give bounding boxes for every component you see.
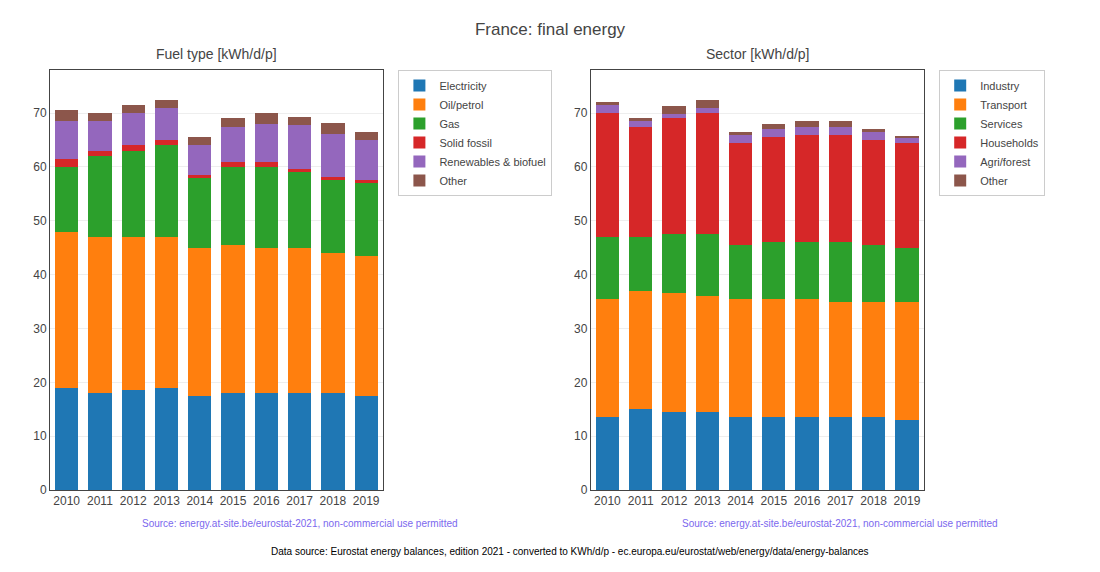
svg-text:60: 60	[33, 160, 47, 174]
svg-text:2014: 2014	[186, 494, 213, 508]
svg-text:10: 10	[574, 429, 588, 443]
svg-text:2010: 2010	[594, 494, 621, 508]
svg-text:2018: 2018	[860, 494, 887, 508]
svg-text:Data source: Eurostat energy b: Data source: Eurostat energy balances, e…	[271, 546, 869, 557]
svg-text:70: 70	[33, 106, 47, 120]
svg-text:Other: Other	[439, 175, 467, 187]
svg-text:France: final energy: France: final energy	[475, 20, 626, 39]
svg-text:Source: energy.at-site.be/euro: Source: energy.at-site.be/eurostat-2021,…	[142, 518, 458, 529]
svg-text:Other: Other	[980, 175, 1008, 187]
svg-text:10: 10	[33, 429, 47, 443]
svg-text:Agri/forest: Agri/forest	[980, 156, 1030, 168]
svg-text:2019: 2019	[353, 494, 380, 508]
svg-text:Transport: Transport	[980, 99, 1027, 111]
svg-text:2017: 2017	[827, 494, 854, 508]
svg-text:20: 20	[574, 376, 588, 390]
svg-text:2015: 2015	[760, 494, 787, 508]
svg-text:2018: 2018	[320, 494, 347, 508]
svg-text:Sector [kWh/d/p]: Sector [kWh/d/p]	[706, 46, 809, 62]
svg-text:2016: 2016	[794, 494, 821, 508]
svg-text:Source: energy.at-site.be/euro: Source: energy.at-site.be/eurostat-2021,…	[682, 518, 998, 529]
svg-text:0: 0	[581, 483, 588, 497]
svg-text:2015: 2015	[220, 494, 247, 508]
svg-text:Solid fossil: Solid fossil	[439, 137, 492, 149]
svg-text:70: 70	[574, 106, 588, 120]
svg-text:2010: 2010	[53, 494, 80, 508]
svg-text:2017: 2017	[286, 494, 313, 508]
svg-text:30: 30	[33, 322, 47, 336]
svg-text:2013: 2013	[153, 494, 180, 508]
svg-text:20: 20	[33, 376, 47, 390]
svg-text:2012: 2012	[661, 494, 688, 508]
svg-text:2011: 2011	[628, 494, 654, 508]
svg-text:2013: 2013	[694, 494, 721, 508]
svg-text:2011: 2011	[87, 494, 113, 508]
svg-text:40: 40	[33, 268, 47, 282]
svg-text:2016: 2016	[253, 494, 280, 508]
svg-text:2019: 2019	[894, 494, 921, 508]
svg-text:30: 30	[574, 322, 588, 336]
svg-text:Services: Services	[980, 118, 1023, 130]
svg-text:Electricity: Electricity	[439, 80, 487, 92]
svg-text:Households: Households	[980, 137, 1039, 149]
svg-text:Oil/petrol: Oil/petrol	[439, 99, 483, 111]
svg-text:Industry: Industry	[980, 80, 1020, 92]
svg-text:Gas: Gas	[439, 118, 460, 130]
svg-text:2012: 2012	[120, 494, 147, 508]
svg-text:2014: 2014	[727, 494, 754, 508]
svg-text:50: 50	[574, 214, 588, 228]
svg-text:50: 50	[33, 214, 47, 228]
svg-text:60: 60	[574, 160, 588, 174]
svg-text:0: 0	[40, 483, 47, 497]
svg-text:40: 40	[574, 268, 588, 282]
svg-text:Renewables & biofuel: Renewables & biofuel	[439, 156, 545, 168]
svg-text:Fuel type [kWh/d/p]: Fuel type [kWh/d/p]	[156, 46, 277, 62]
